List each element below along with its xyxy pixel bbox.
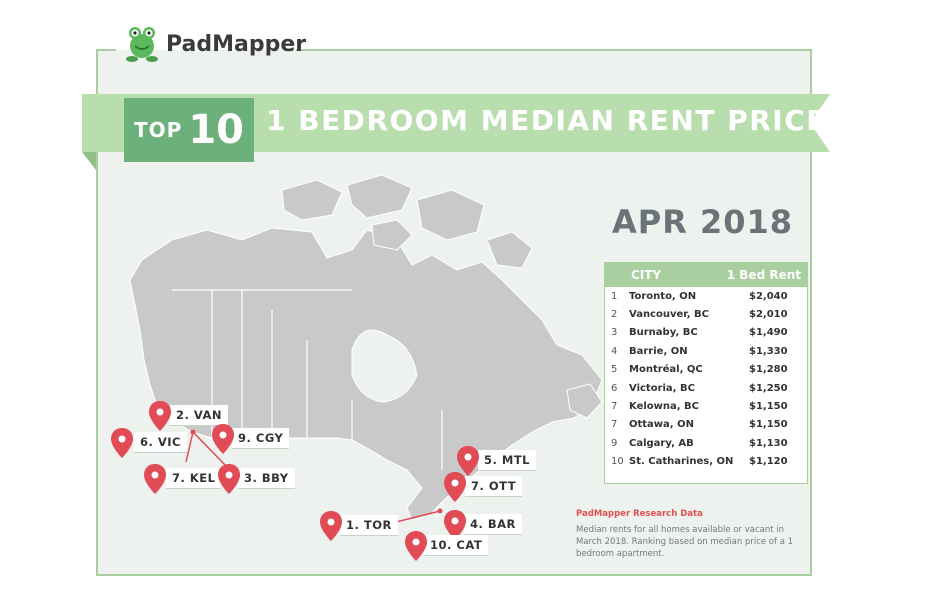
- table-row: 3 Burnaby, BC $1,490: [605, 324, 807, 342]
- period-heading: APR 2018: [612, 203, 794, 241]
- rent-cell: $1,150: [749, 419, 788, 431]
- map-label-tor[interactable]: 1. TOR: [340, 515, 398, 535]
- city-cell: Barrie, ON: [629, 345, 688, 357]
- rank-cell: 5: [611, 364, 618, 376]
- map-pin-icon[interactable]: [405, 531, 427, 561]
- map-label-vic[interactable]: 6. VIC: [134, 432, 187, 452]
- map-pin-icon[interactable]: [144, 464, 166, 494]
- map-label-mtl[interactable]: 5. MTL: [478, 450, 536, 470]
- city-cell: Calgary, AB: [629, 437, 694, 449]
- table-row: 2 Vancouver, BC $2,010: [605, 305, 807, 323]
- table-row: 5 Montréal, QC $1,280: [605, 361, 807, 379]
- frame-border: [96, 49, 116, 51]
- rank-cell: 3: [611, 327, 618, 339]
- map-pin-icon[interactable]: [212, 424, 234, 454]
- rank-cell: 2: [611, 309, 618, 321]
- padmapper-logo[interactable]: PadMapper: [124, 24, 306, 64]
- rent-cell: $2,010: [749, 309, 788, 321]
- rank-cell: 9: [611, 437, 618, 449]
- brand-name: PadMapper: [166, 31, 307, 57]
- map-pin-icon[interactable]: [149, 401, 171, 431]
- rent-cell: $1,120: [749, 456, 788, 468]
- col-rent-header: 1 Bed Rent: [726, 268, 801, 282]
- ribbon-tail: [810, 94, 830, 152]
- map-pin-icon[interactable]: [320, 511, 342, 541]
- map-pin-icon[interactable]: [444, 510, 466, 540]
- map-label-bar[interactable]: 4. BAR: [464, 514, 522, 534]
- city-cell: Ottawa, ON: [629, 419, 694, 431]
- map-label-cgy[interactable]: 9. CGY: [232, 428, 290, 448]
- table-body: 1 Toronto, ON $2,040 2 Vancouver, BC $2,010 3 B…: [605, 287, 807, 471]
- rent-cell: $1,330: [749, 345, 788, 357]
- source-description: Median rents for all homes available or …: [576, 525, 794, 559]
- rent-cell: $1,150: [749, 401, 788, 413]
- map-pin-icon[interactable]: [457, 446, 479, 476]
- frog-icon: [126, 27, 158, 62]
- rent-cell: $1,250: [749, 382, 788, 394]
- rank-cell: 4: [611, 345, 618, 357]
- map-pin-icon[interactable]: [111, 428, 133, 458]
- table-row: 7 Ottawa, ON $1,150: [605, 416, 807, 434]
- city-cell: Victoria, BC: [629, 382, 695, 394]
- rank-cell: 1: [611, 290, 618, 302]
- city-cell: Kelowna, BC: [629, 401, 699, 413]
- canada-map: [129, 174, 603, 521]
- city-cell: St. Catharines, ON: [629, 456, 734, 468]
- top10-badge: TOP 10: [124, 98, 254, 162]
- map-pin-icon[interactable]: [218, 464, 240, 494]
- ribbon-fold: [82, 152, 96, 170]
- table-row: 7 Kelowna, BC $1,150: [605, 397, 807, 415]
- city-cell: Burnaby, BC: [629, 327, 698, 339]
- rent-table: CITY 1 Bed Rent 1 Toronto, ON $2,040 2 Vanco…: [604, 262, 808, 484]
- city-cell: Toronto, ON: [629, 290, 697, 302]
- source-title: PadMapper Research Data: [576, 509, 703, 519]
- top-number: 10: [188, 107, 244, 153]
- table-row: 4 Barrie, ON $1,330: [605, 342, 807, 360]
- city-cell: Vancouver, BC: [629, 309, 709, 321]
- col-city-header: CITY: [631, 268, 662, 282]
- table-row: 1 Toronto, ON $2,040: [605, 287, 807, 305]
- rent-cell: $2,040: [749, 290, 788, 302]
- map-label-bby[interactable]: 3. BBY: [238, 468, 295, 488]
- city-cell: Montréal, QC: [629, 364, 703, 376]
- rank-cell: 10: [611, 456, 624, 468]
- table-row: 6 Victoria, BC $1,250: [605, 379, 807, 397]
- map-label-van[interactable]: 2. VAN: [170, 405, 229, 425]
- rent-cell: $1,280: [749, 364, 788, 376]
- map-pin-icon[interactable]: [444, 472, 466, 502]
- rank-cell: 6: [611, 382, 618, 394]
- page-title: 1 BEDROOM MEDIAN RENT PRICES: [266, 104, 849, 137]
- map-label-kel[interactable]: 7. KEL: [166, 468, 222, 488]
- table-row: 9 Calgary, AB $1,130: [605, 434, 807, 452]
- frame-border: [296, 49, 812, 51]
- map-label-cat[interactable]: 10. CAT: [424, 535, 489, 555]
- rent-cell: $1,130: [749, 437, 788, 449]
- map-label-ott[interactable]: 7. OTT: [465, 476, 523, 496]
- rank-cell: 7: [611, 419, 618, 431]
- rent-cell: $1,490: [749, 327, 788, 339]
- table-header: CITY 1 Bed Rent: [605, 263, 807, 287]
- top-label: TOP: [134, 118, 183, 142]
- rank-cell: 7: [611, 401, 618, 413]
- table-row: 10 St. Catharines, ON $1,120: [605, 453, 807, 471]
